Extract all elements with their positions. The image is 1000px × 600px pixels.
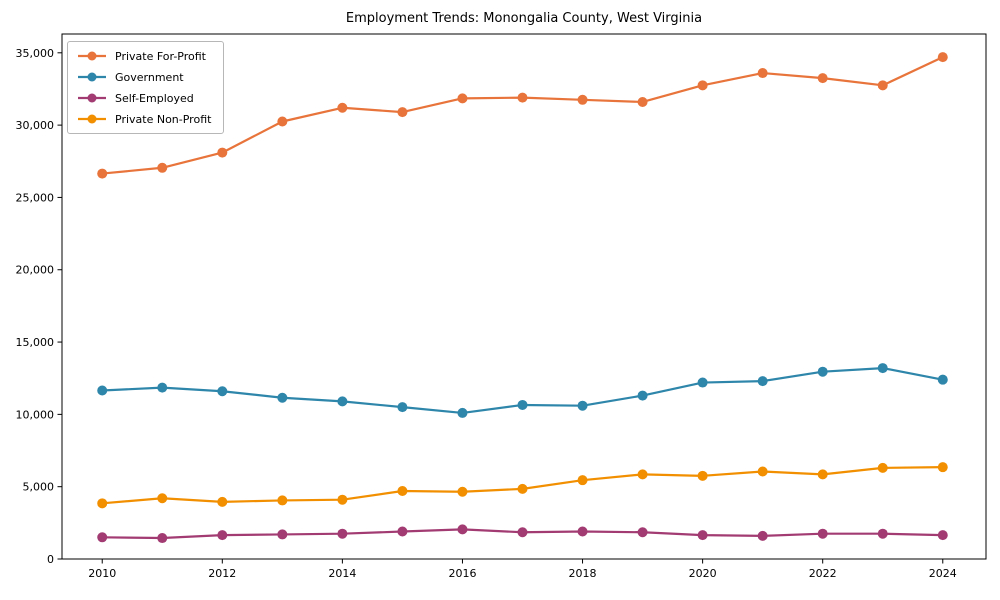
legend-label: Private For-Profit [115, 49, 206, 63]
data-point-private-non-profit-2012 [217, 496, 228, 507]
data-point-private-for-profit-2015 [397, 107, 408, 118]
y-tick-label: 5,000 [23, 481, 55, 494]
data-point-self-employed-2020 [697, 530, 708, 541]
x-tick-label: 2016 [448, 567, 476, 580]
data-point-government-2011 [157, 382, 168, 393]
data-point-private-for-profit-2010 [97, 168, 108, 179]
legend: Private For-Profit Government Self-Employe… [67, 41, 225, 134]
data-point-private-non-profit-2011 [157, 493, 168, 504]
data-point-self-employed-2016 [457, 524, 468, 535]
y-tick-label: 15,000 [16, 336, 55, 349]
legend-label: Government [115, 70, 184, 84]
data-point-government-2013 [277, 392, 288, 403]
data-point-private-for-profit-2019 [637, 96, 648, 107]
data-point-self-employed-2021 [757, 530, 768, 541]
data-point-government-2014 [337, 396, 348, 407]
x-tick-label: 2018 [569, 567, 597, 580]
data-point-private-non-profit-2015 [397, 486, 408, 497]
data-point-private-non-profit-2017 [517, 483, 528, 494]
data-point-private-for-profit-2020 [697, 80, 708, 91]
data-point-private-non-profit-2019 [637, 469, 648, 480]
x-tick-label: 2024 [929, 567, 957, 580]
data-point-government-2018 [577, 400, 588, 411]
legend-dot [87, 93, 97, 103]
series-line-private-for-profit [101, 56, 944, 175]
data-point-self-employed-2015 [397, 526, 408, 537]
legend-dot [87, 72, 97, 82]
legend-label: Private Non-Profit [115, 112, 212, 126]
data-point-self-employed-2013 [277, 529, 288, 540]
data-point-self-employed-2014 [337, 528, 348, 539]
data-point-government-2016 [457, 407, 468, 418]
data-point-self-employed-2017 [517, 527, 528, 538]
data-point-government-2023 [877, 363, 888, 374]
data-point-private-non-profit-2023 [877, 462, 888, 473]
data-point-self-employed-2022 [817, 528, 828, 539]
data-point-government-2015 [397, 402, 408, 413]
data-point-government-2010 [97, 385, 108, 396]
legend-item-government: Government [77, 70, 211, 84]
data-point-self-employed-2011 [157, 533, 168, 544]
data-point-private-for-profit-2023 [877, 80, 888, 91]
plot-border [61, 33, 987, 560]
data-point-government-2024 [937, 374, 948, 385]
legend-item-self-employed: Self-Employed [77, 91, 211, 105]
data-point-government-2017 [517, 399, 528, 410]
data-point-private-for-profit-2018 [577, 94, 588, 105]
data-point-self-employed-2019 [637, 527, 648, 538]
data-point-private-for-profit-2017 [517, 92, 528, 103]
data-point-self-employed-2012 [217, 530, 228, 541]
x-tick-label: 2020 [689, 567, 717, 580]
chart-title: Employment Trends: Monongalia County, We… [345, 11, 703, 26]
legend-label: Self-Employed [115, 91, 194, 105]
y-tick-label: 25,000 [16, 191, 55, 204]
legend-marker-government [78, 72, 106, 82]
legend-dot [87, 114, 97, 124]
data-point-self-employed-2024 [937, 530, 948, 541]
data-point-government-2019 [637, 390, 648, 401]
data-point-private-non-profit-2014 [337, 494, 348, 505]
data-point-government-2021 [757, 376, 768, 387]
data-point-private-for-profit-2014 [337, 102, 348, 113]
legend-item-private-for-profit: Private For-Profit [77, 49, 211, 63]
data-point-private-non-profit-2010 [97, 498, 108, 509]
x-tick-label: 2010 [88, 567, 116, 580]
legend-marker-self-employed [78, 93, 106, 103]
data-point-private-for-profit-2012 [217, 147, 228, 158]
x-tick-label: 2014 [328, 567, 356, 580]
x-tick-label: 2022 [809, 567, 837, 580]
data-point-government-2022 [817, 366, 828, 377]
data-point-private-for-profit-2016 [457, 93, 468, 104]
data-point-private-non-profit-2016 [457, 486, 468, 497]
legend-marker-private-for-profit [78, 51, 106, 61]
data-point-private-for-profit-2024 [937, 52, 948, 63]
y-tick-label: 35,000 [16, 47, 55, 60]
legend-dot [87, 51, 97, 61]
data-point-private-non-profit-2013 [277, 495, 288, 506]
data-point-self-employed-2018 [577, 526, 588, 537]
data-point-private-non-profit-2018 [577, 475, 588, 486]
data-point-private-for-profit-2022 [817, 73, 828, 84]
data-point-government-2020 [697, 377, 708, 388]
data-point-private-for-profit-2021 [757, 68, 768, 79]
x-tick-label: 2012 [208, 567, 236, 580]
y-tick-label: 20,000 [16, 264, 55, 277]
legend-item-private-non-profit: Private Non-Profit [77, 112, 211, 126]
y-tick-label: 10,000 [16, 408, 55, 421]
data-point-private-non-profit-2021 [757, 466, 768, 477]
y-tick-label: 0 [47, 553, 54, 566]
data-point-self-employed-2023 [877, 528, 888, 539]
data-point-private-non-profit-2024 [937, 462, 948, 473]
data-point-self-employed-2010 [97, 532, 108, 543]
data-point-private-non-profit-2022 [817, 469, 828, 480]
y-tick-label: 30,000 [16, 119, 55, 132]
data-point-government-2012 [217, 386, 228, 397]
legend-marker-private-non-profit [78, 114, 106, 124]
data-point-private-non-profit-2020 [697, 470, 708, 481]
data-point-private-for-profit-2013 [277, 116, 288, 127]
data-point-private-for-profit-2011 [157, 162, 168, 173]
